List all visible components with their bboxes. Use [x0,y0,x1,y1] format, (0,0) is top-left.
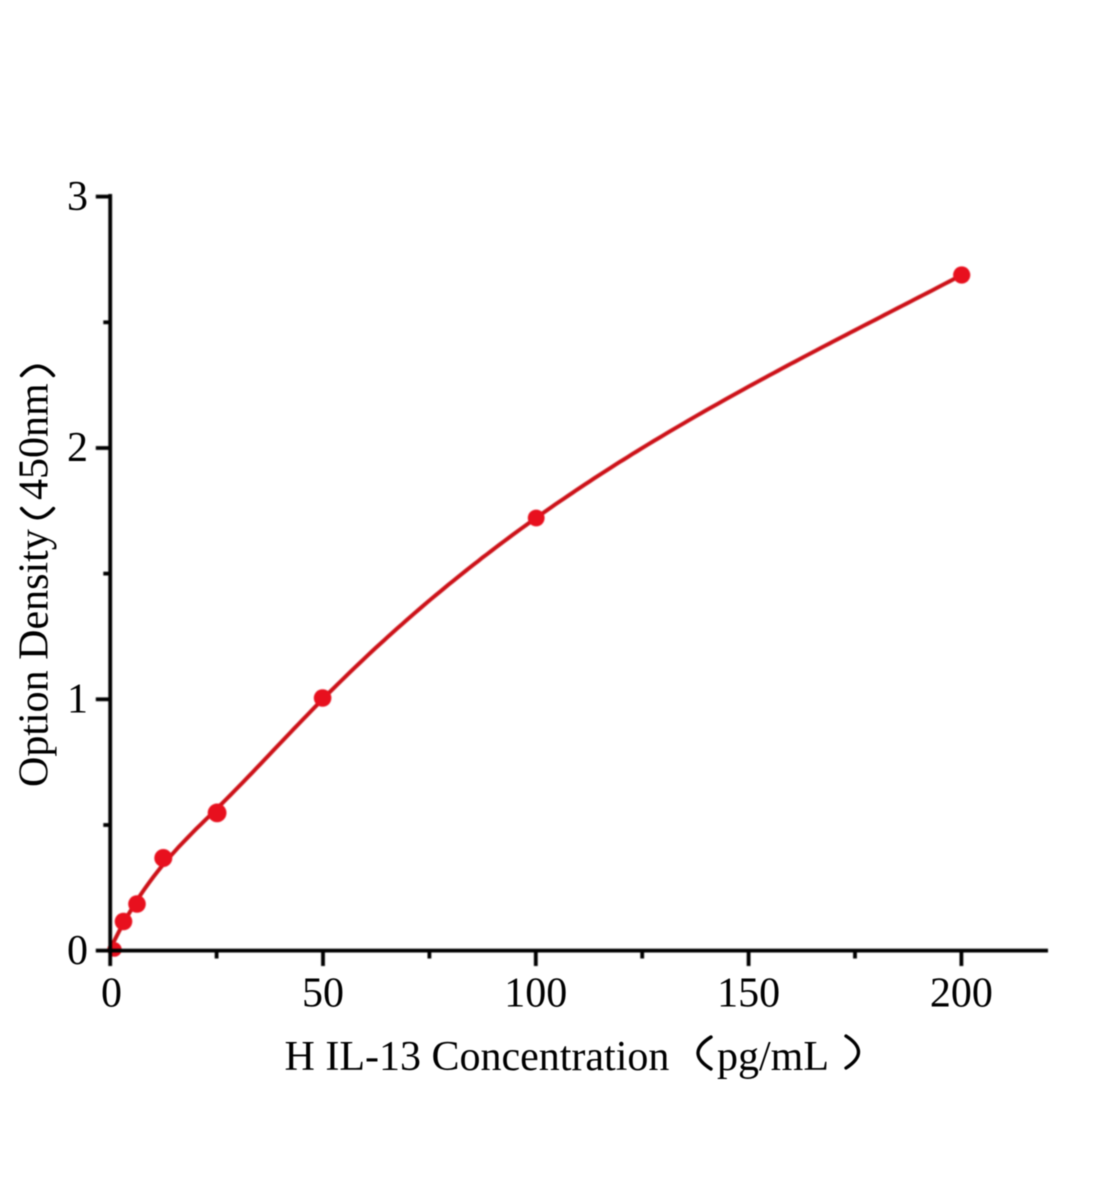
svg-text:450nm: 450nm [12,383,58,500]
svg-text:2: 2 [67,425,88,471]
svg-text:150: 150 [717,971,780,1017]
svg-text:0: 0 [101,971,122,1017]
svg-text:0: 0 [67,928,88,974]
svg-text:pg/mL: pg/mL [717,1034,829,1080]
svg-text:H IL-13 Concentration: H IL-13 Concentration [285,1034,670,1080]
svg-text:100: 100 [504,971,567,1017]
svg-text:200: 200 [930,971,993,1017]
svg-text:50: 50 [302,971,344,1017]
svg-text:1: 1 [67,677,88,723]
svg-text:3: 3 [67,174,88,220]
svg-text:Option Density: Option Density [12,529,58,787]
